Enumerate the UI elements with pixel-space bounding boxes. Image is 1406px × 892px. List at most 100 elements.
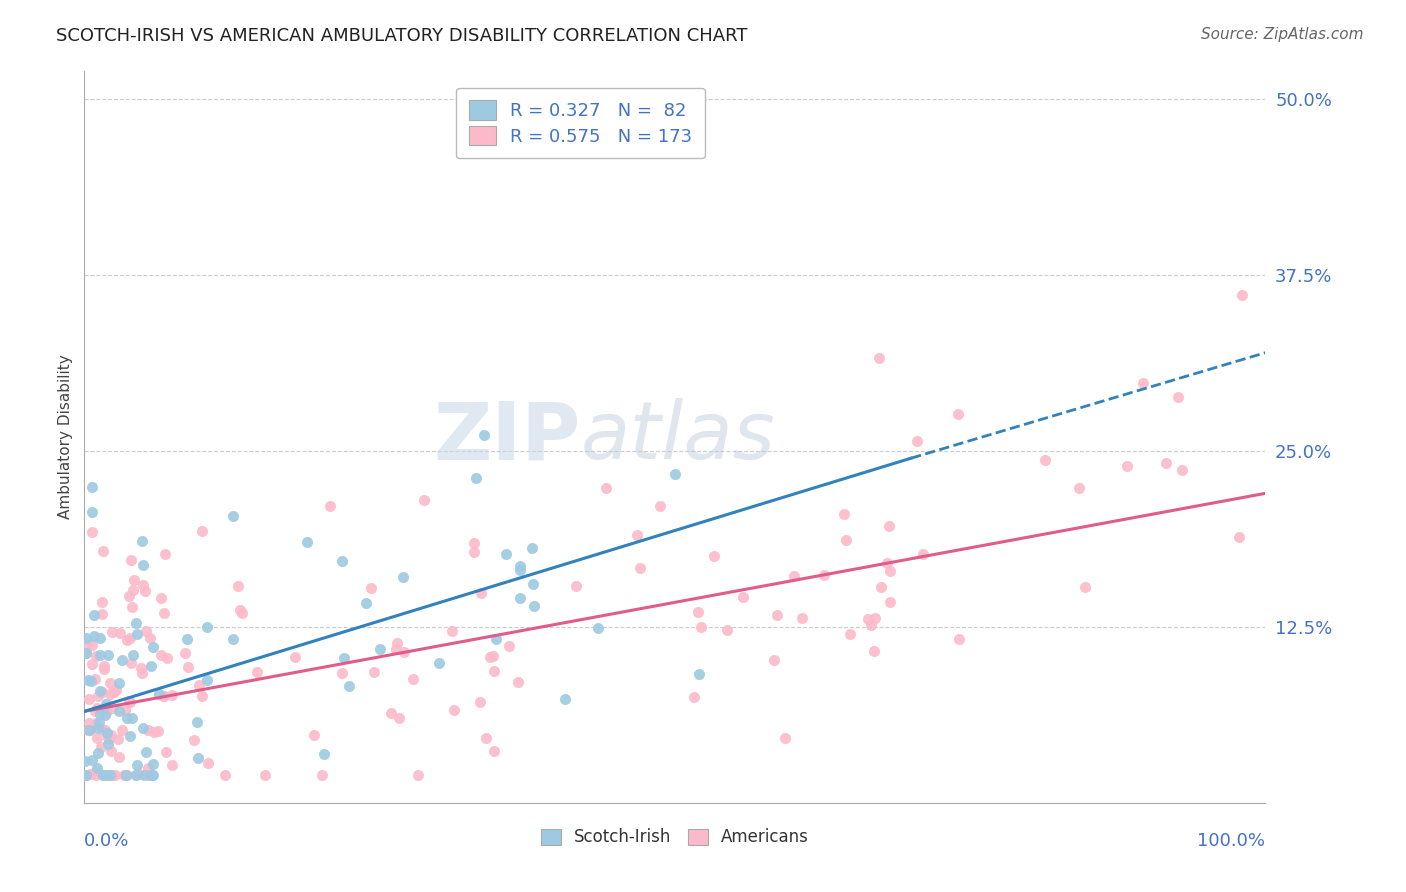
Point xyxy=(76,673,98,688)
Point xyxy=(77,723,100,737)
Point xyxy=(148,687,170,701)
Point xyxy=(716,624,738,638)
Point xyxy=(156,650,179,665)
Point xyxy=(73,754,96,768)
Point xyxy=(93,767,115,781)
Point xyxy=(835,533,858,547)
Point xyxy=(762,652,785,666)
Point xyxy=(103,685,125,699)
Point xyxy=(80,480,103,494)
Point xyxy=(97,731,120,745)
Point xyxy=(128,767,150,781)
Point xyxy=(96,726,118,740)
Point xyxy=(94,697,117,711)
Point xyxy=(75,646,97,660)
Point xyxy=(1232,288,1254,302)
Point xyxy=(1033,453,1056,467)
Point xyxy=(87,721,110,735)
Point xyxy=(588,621,610,635)
Point xyxy=(479,649,502,664)
Point xyxy=(136,767,159,781)
Point xyxy=(91,544,114,558)
Point xyxy=(856,612,879,626)
Point xyxy=(149,591,172,605)
Point xyxy=(97,648,120,663)
Point xyxy=(108,626,131,640)
Point xyxy=(195,673,218,687)
Point xyxy=(412,493,434,508)
Point xyxy=(392,645,415,659)
Point xyxy=(333,650,356,665)
Point xyxy=(868,351,890,366)
Point xyxy=(402,672,425,686)
Point xyxy=(463,536,485,550)
Point xyxy=(131,534,153,549)
Point xyxy=(107,731,129,746)
Point xyxy=(139,631,162,645)
Point xyxy=(155,745,177,759)
Point xyxy=(118,729,141,743)
Point xyxy=(149,648,172,663)
Point xyxy=(127,627,149,641)
Point xyxy=(82,505,104,519)
Point xyxy=(312,747,335,761)
Point xyxy=(195,620,218,634)
Point xyxy=(98,688,121,702)
Point xyxy=(860,617,883,632)
Point xyxy=(523,599,546,614)
Point xyxy=(173,646,195,660)
Point xyxy=(1170,463,1192,477)
Point xyxy=(94,723,117,737)
Point xyxy=(813,567,835,582)
Point xyxy=(75,646,97,660)
Point xyxy=(368,642,391,657)
Point xyxy=(80,657,103,672)
Point xyxy=(188,678,211,692)
Point xyxy=(135,624,157,639)
Point xyxy=(124,573,146,587)
Point xyxy=(863,643,886,657)
Point xyxy=(506,674,529,689)
Point xyxy=(101,625,124,640)
Point xyxy=(877,519,900,533)
Point xyxy=(108,675,131,690)
Point xyxy=(91,595,114,609)
Point xyxy=(176,632,198,647)
Point xyxy=(131,578,153,592)
Point xyxy=(98,676,121,690)
Point xyxy=(482,744,505,758)
Point xyxy=(111,653,134,667)
Point xyxy=(118,589,141,603)
Point xyxy=(495,547,517,561)
Point xyxy=(101,767,124,781)
Point xyxy=(132,767,155,781)
Point xyxy=(683,690,706,704)
Point xyxy=(125,616,148,631)
Point xyxy=(77,723,100,737)
Point xyxy=(77,692,100,706)
Point xyxy=(96,704,118,718)
Point xyxy=(84,704,107,718)
Point xyxy=(522,541,544,556)
Point xyxy=(946,407,969,421)
Point xyxy=(135,745,157,759)
Point xyxy=(86,731,108,745)
Point xyxy=(115,767,138,781)
Point xyxy=(284,650,307,665)
Point xyxy=(111,723,134,738)
Point xyxy=(141,767,163,781)
Point xyxy=(1154,456,1177,470)
Point xyxy=(121,711,143,725)
Point xyxy=(648,499,671,513)
Point xyxy=(838,627,860,641)
Point xyxy=(83,629,105,643)
Point xyxy=(190,689,212,703)
Point xyxy=(76,637,98,651)
Point xyxy=(90,740,112,755)
Point xyxy=(1115,459,1137,474)
Point xyxy=(876,556,898,570)
Point xyxy=(440,624,463,639)
Point xyxy=(509,591,531,605)
Point xyxy=(302,728,325,742)
Point xyxy=(834,507,856,521)
